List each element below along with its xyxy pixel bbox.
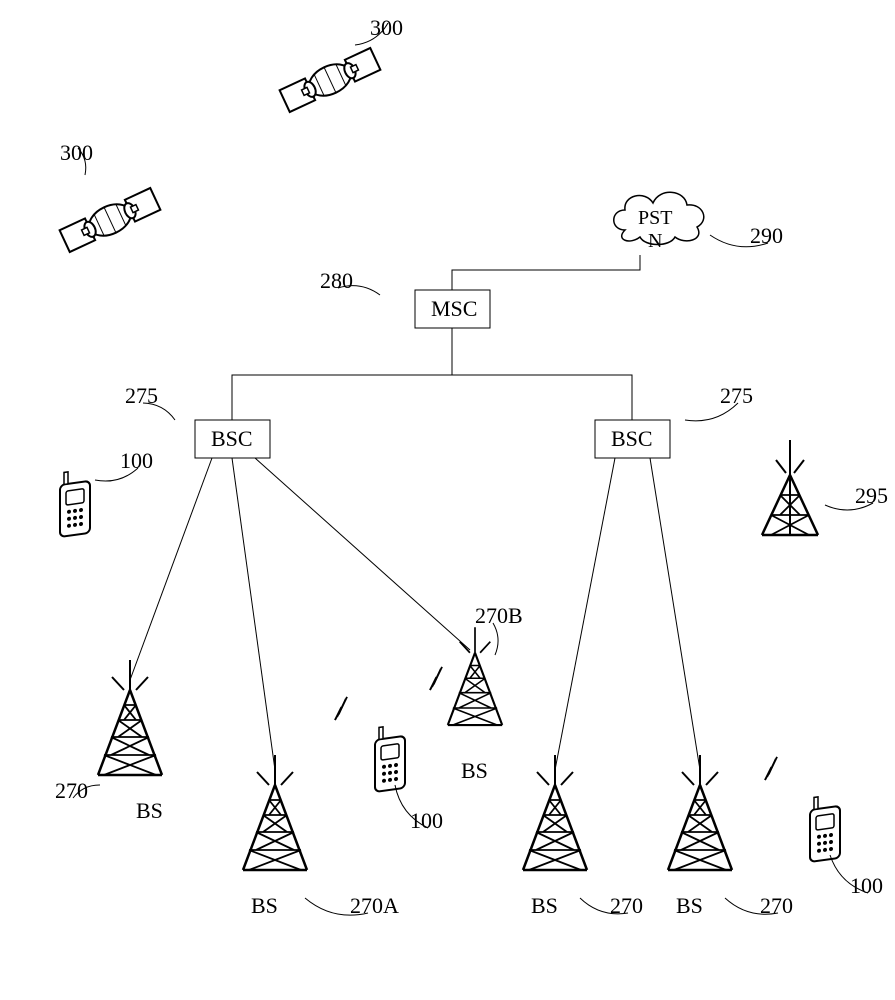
mobile-phone-icon [375,727,405,792]
mobile-phone-icon [810,797,840,862]
base-station-tower-icon [243,755,307,870]
base-station-tower-icon [98,660,162,775]
msc-box [415,290,490,328]
bsc-left-box [195,420,270,458]
antenna-icon [762,440,818,535]
satellite-icon [60,188,161,252]
satellite-icon [280,48,381,112]
base-station-tower-icon [448,627,502,725]
base-station-tower-icon [523,755,587,870]
mobile-phone-icon [60,472,90,537]
radio-link-icon [328,697,354,720]
radio-link-icon [758,757,784,780]
bsc-right-box [595,420,670,458]
pstn-cloud-icon [614,192,704,244]
radio-link-icon [423,667,449,690]
base-station-tower-icon [668,755,732,870]
